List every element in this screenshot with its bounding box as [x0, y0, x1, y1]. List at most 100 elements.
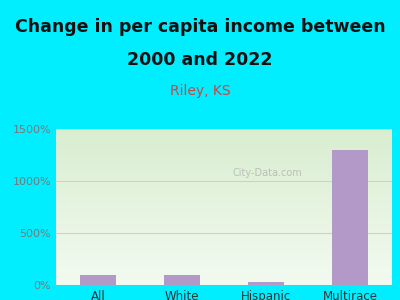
Bar — [56, 160, 392, 161]
Bar — [56, 184, 392, 185]
Bar — [56, 136, 392, 137]
Bar — [56, 202, 392, 203]
Bar — [56, 181, 392, 182]
Text: City-Data.com: City-Data.com — [233, 168, 302, 178]
Bar — [164, 274, 200, 285]
Bar — [56, 225, 392, 226]
Bar — [56, 168, 392, 169]
Bar — [56, 157, 392, 158]
Bar — [56, 131, 392, 132]
Bar — [56, 172, 392, 173]
Bar — [56, 165, 392, 166]
Bar — [56, 229, 392, 230]
Text: 2000 and 2022: 2000 and 2022 — [127, 51, 273, 69]
Bar — [56, 258, 392, 259]
Bar — [56, 170, 392, 171]
Bar — [56, 246, 392, 247]
Bar — [56, 144, 392, 145]
Bar — [56, 224, 392, 225]
Text: Change in per capita income between: Change in per capita income between — [15, 18, 385, 36]
Bar — [56, 284, 392, 285]
Bar — [56, 185, 392, 186]
Bar — [56, 264, 392, 265]
Bar — [56, 154, 392, 155]
Bar — [56, 201, 392, 202]
Bar — [56, 257, 392, 258]
Bar — [56, 231, 392, 232]
Bar — [56, 200, 392, 201]
Bar — [56, 129, 392, 130]
Bar — [56, 227, 392, 228]
Text: Riley, KS: Riley, KS — [170, 84, 230, 98]
Bar — [56, 178, 392, 179]
Bar — [56, 275, 392, 276]
Bar — [56, 149, 392, 150]
Bar — [56, 190, 392, 191]
Bar — [56, 228, 392, 229]
Bar — [56, 146, 392, 147]
Bar — [56, 196, 392, 197]
Bar — [56, 211, 392, 212]
Bar — [56, 268, 392, 269]
Bar — [56, 223, 392, 224]
Bar — [56, 267, 392, 268]
Bar — [56, 158, 392, 159]
Bar — [56, 164, 392, 165]
Bar — [56, 250, 392, 251]
Bar — [56, 205, 392, 206]
Bar — [56, 210, 392, 211]
Bar — [56, 280, 392, 281]
Bar — [56, 277, 392, 278]
Bar — [56, 226, 392, 227]
Bar — [56, 256, 392, 257]
Bar — [56, 272, 392, 273]
Bar — [56, 174, 392, 175]
Bar — [56, 241, 392, 242]
Bar — [56, 169, 392, 170]
Bar — [56, 187, 392, 188]
Bar — [56, 141, 392, 142]
Bar — [56, 244, 392, 245]
Bar — [56, 137, 392, 138]
Bar — [56, 208, 392, 209]
Bar — [56, 138, 392, 139]
Bar — [56, 180, 392, 181]
Bar — [56, 148, 392, 149]
Bar — [56, 249, 392, 250]
Bar — [56, 147, 392, 148]
Bar — [56, 281, 392, 282]
Bar — [56, 262, 392, 263]
Bar — [56, 177, 392, 178]
Bar — [56, 215, 392, 216]
Bar — [56, 212, 392, 213]
Bar — [56, 133, 392, 134]
Bar — [56, 278, 392, 279]
Bar — [56, 218, 392, 219]
Bar — [56, 195, 392, 196]
Bar — [56, 265, 392, 266]
Bar — [56, 253, 392, 254]
Bar — [56, 203, 392, 204]
Bar — [56, 130, 392, 131]
Bar — [56, 193, 392, 194]
Bar — [56, 263, 392, 264]
Bar — [56, 251, 392, 252]
Bar — [56, 274, 392, 275]
Bar — [56, 270, 392, 271]
Bar — [56, 261, 392, 262]
Bar — [56, 260, 392, 261]
Bar — [56, 219, 392, 220]
Bar — [80, 274, 116, 285]
Bar — [56, 254, 392, 255]
Bar — [56, 209, 392, 210]
Bar — [56, 214, 392, 215]
Bar — [56, 134, 392, 135]
Bar — [56, 176, 392, 177]
Bar — [56, 237, 392, 238]
Bar — [56, 198, 392, 199]
Bar — [56, 216, 392, 217]
Bar — [56, 233, 392, 234]
Bar — [56, 156, 392, 157]
Bar — [56, 234, 392, 235]
Bar — [56, 150, 392, 151]
